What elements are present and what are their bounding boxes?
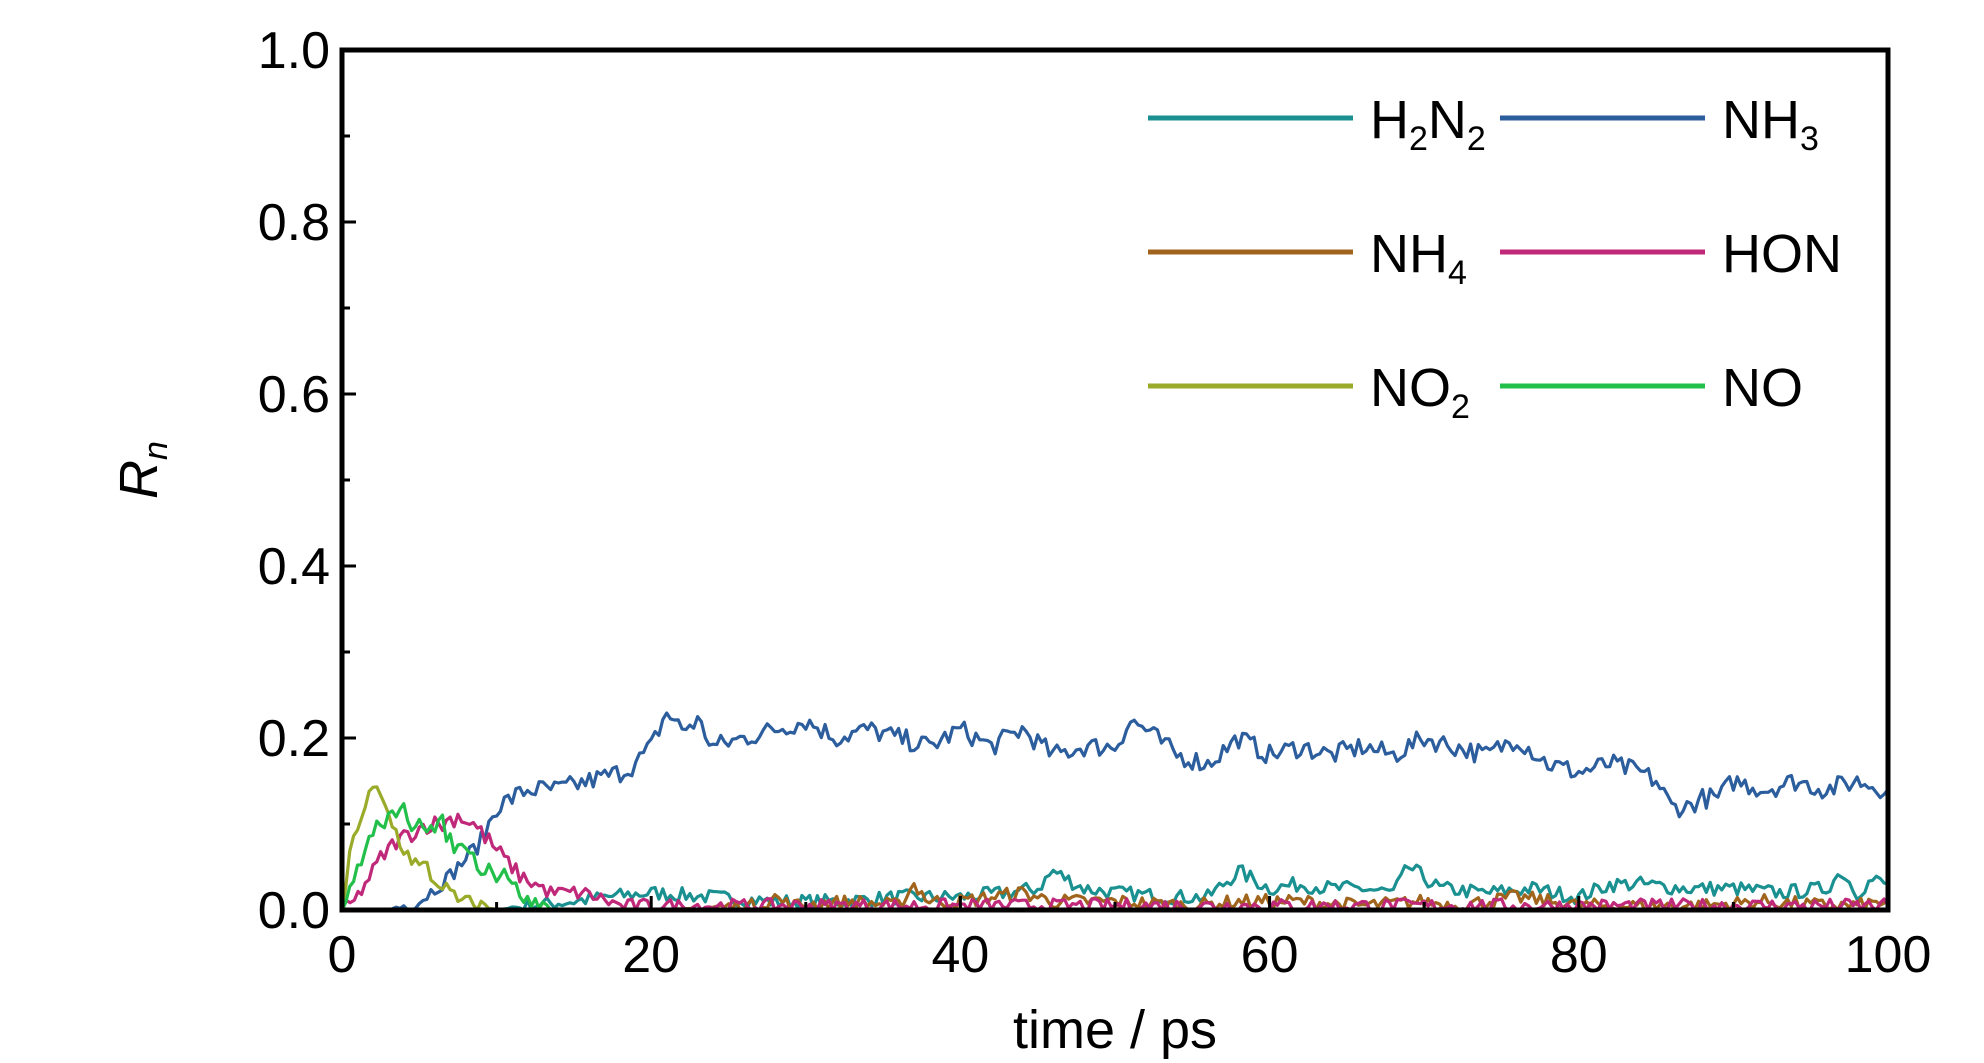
legend-label-h2n2: H2N2: [1370, 90, 1486, 158]
legend-subscript: 2: [1451, 388, 1470, 426]
series-layer: [340, 711, 1890, 912]
tick-layer: 0 20 40 60 80 100 0.0 0.2 0.4 0.6 0.8 1.0: [258, 22, 1932, 984]
y-axis-title: Rn: [109, 441, 175, 499]
legend-text: NO: [1722, 358, 1803, 418]
y-tick-label: 0.6: [258, 366, 330, 424]
series-line-nh3: [342, 711, 1890, 912]
legend-subscript: 3: [1800, 120, 1819, 158]
y-tick-label: 1.0: [258, 22, 330, 80]
series-line-no: [340, 802, 1888, 912]
legend-subscript: 2: [1467, 120, 1486, 158]
y-axis-title-main: R: [109, 460, 169, 499]
legend-label-no: NO: [1722, 358, 1803, 418]
y-tick-label: 0.0: [258, 882, 330, 940]
y-tick-label: 0.8: [258, 194, 330, 252]
series-line-hon: [340, 812, 1890, 912]
x-tick-label: 20: [622, 926, 680, 984]
x-tick-label: 40: [931, 926, 989, 984]
legend-text: NO: [1370, 358, 1451, 418]
legend-subscript: 2: [1409, 120, 1428, 158]
legend-label-nh3: NH3: [1722, 90, 1819, 158]
legend-label-nh4: NH4: [1370, 224, 1467, 292]
legend-text: NH: [1370, 224, 1448, 284]
y-axis-title-sub: n: [137, 441, 175, 460]
legend-subscript: 4: [1448, 254, 1467, 292]
y-tick-label: 0.2: [258, 710, 330, 768]
x-tick-label: 100: [1845, 926, 1932, 984]
legend-label-no2: NO2: [1370, 358, 1470, 426]
legend-label-hon: HON: [1722, 224, 1842, 284]
x-tick-label: 60: [1241, 926, 1299, 984]
legend-text: HON: [1722, 224, 1842, 284]
legend-text: N: [1428, 90, 1467, 150]
y-tick-label: 0.4: [258, 538, 330, 596]
x-tick-label: 0: [328, 926, 357, 984]
legend-text: H: [1370, 90, 1409, 150]
x-tick-label: 80: [1550, 926, 1608, 984]
x-axis-title: time / ps: [1013, 1000, 1217, 1060]
legend-text: NH: [1722, 90, 1800, 150]
